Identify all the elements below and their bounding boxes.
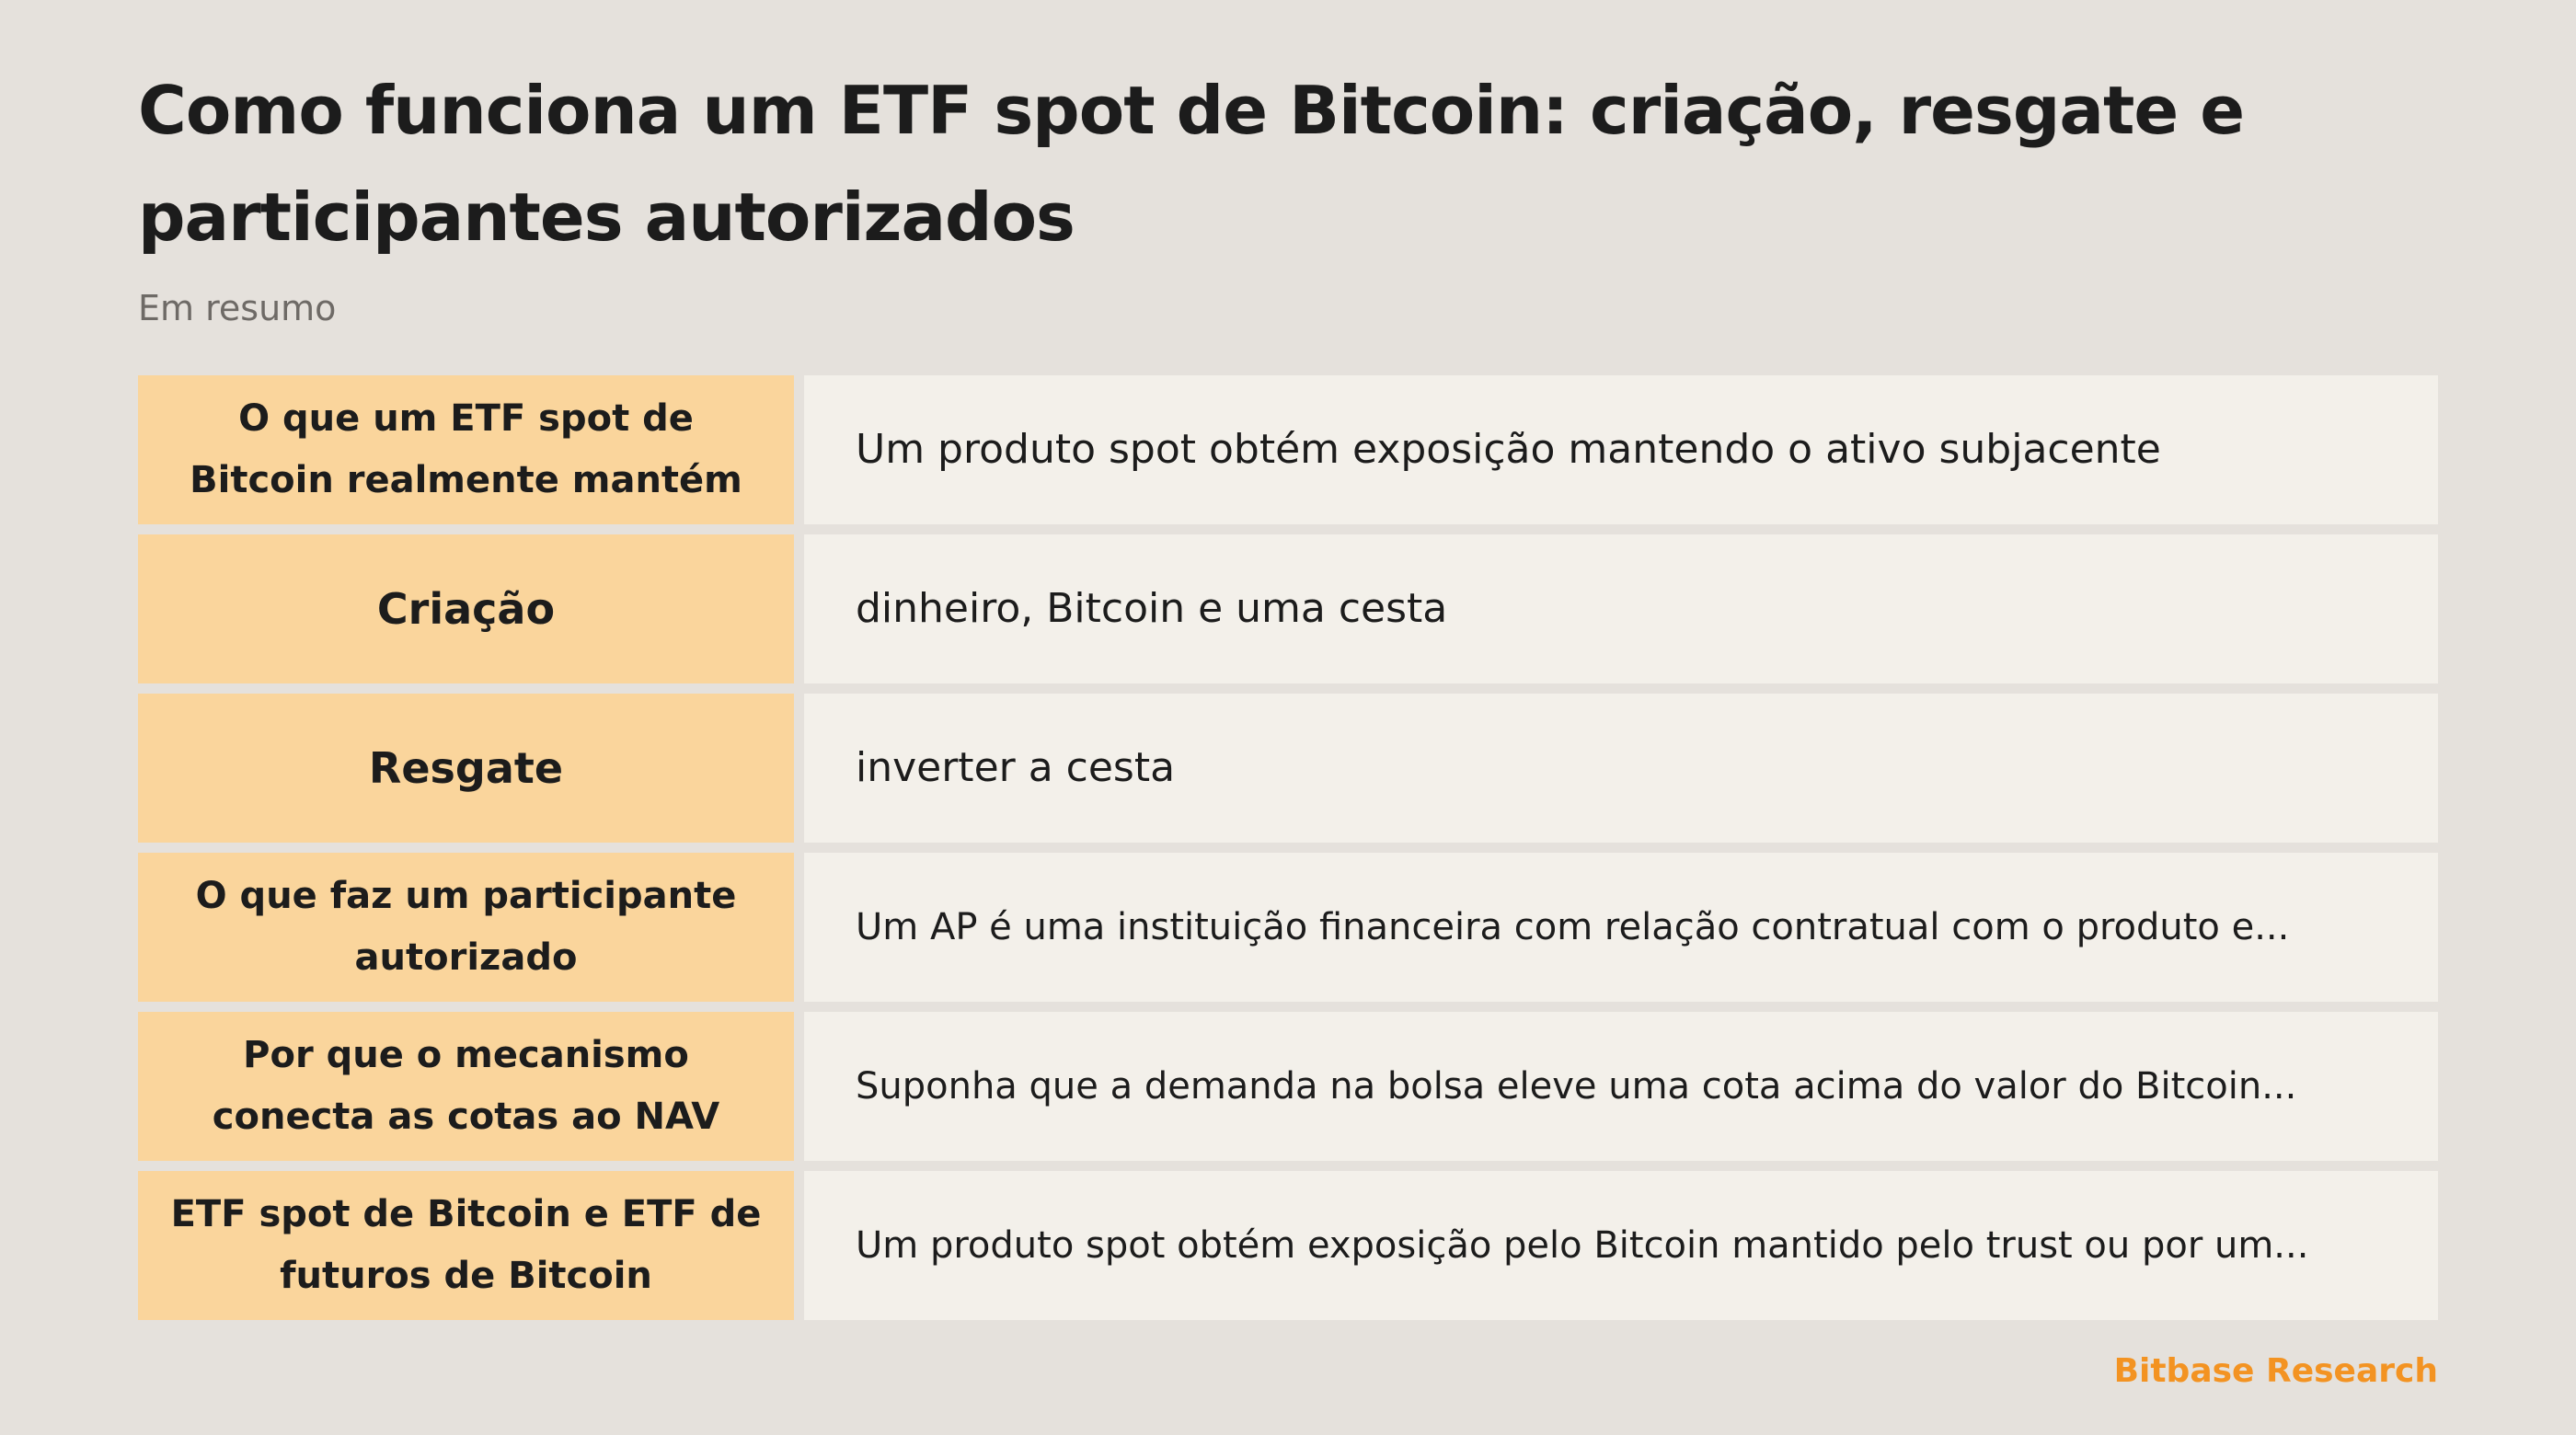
row-label-cell: O que um ETF spot de Bitcoin realmente m… [138, 375, 794, 524]
row-label-cell: O que faz um participante autorizado [138, 853, 794, 1002]
table-row: O que faz um participante autorizado Um … [138, 853, 2438, 1002]
summary-table: O que um ETF spot de Bitcoin realmente m… [138, 375, 2438, 1320]
row-value-cell: Suponha que a demanda na bolsa eleve uma… [804, 1012, 2438, 1161]
row-label: Por que o mecanismo conecta as cotas ao … [212, 1034, 720, 1138]
row-label: Criação [376, 583, 556, 634]
table-row: Por que o mecanismo conecta as cotas ao … [138, 1012, 2438, 1161]
brand-label: Bitbase Research [2113, 1352, 2438, 1390]
table-row: Criação dinheiro, Bitcoin e uma cesta [138, 534, 2438, 683]
page-title: Como funciona um ETF spot de Bitcoin: cr… [138, 72, 2245, 256]
row-label-cell: Resgate [138, 694, 794, 843]
row-value-cell: dinheiro, Bitcoin e uma cesta [804, 534, 2438, 683]
row-value-cell: Um produto spot obtém exposição pelo Bit… [804, 1171, 2438, 1320]
row-value-cell: inverter a cesta [804, 694, 2438, 843]
row-label-cell: ETF spot de Bitcoin e ETF de futuros de … [138, 1171, 794, 1320]
row-value: Um produto spot obtém exposição mantendo… [856, 426, 2161, 473]
row-label: O que faz um participante autorizado [195, 875, 737, 979]
table-row: ETF spot de Bitcoin e ETF de futuros de … [138, 1171, 2438, 1320]
row-value: dinheiro, Bitcoin e uma cesta [856, 585, 1448, 632]
table-row: O que um ETF spot de Bitcoin realmente m… [138, 375, 2438, 524]
row-label-cell: Por que o mecanismo conecta as cotas ao … [138, 1012, 794, 1161]
page-subtitle: Em resumo [138, 288, 337, 328]
table-row: Resgate inverter a cesta [138, 694, 2438, 843]
row-label: ETF spot de Bitcoin e ETF de futuros de … [170, 1193, 762, 1297]
row-value: Um AP é uma instituição financeira com r… [856, 906, 2290, 948]
row-value-cell: Um produto spot obtém exposição mantendo… [804, 375, 2438, 524]
row-label: O que um ETF spot de Bitcoin realmente m… [190, 397, 742, 501]
row-value: inverter a cesta [856, 744, 1176, 791]
row-value: Um produto spot obtém exposição pelo Bit… [856, 1224, 2309, 1267]
row-label: Resgate [368, 742, 564, 793]
row-value: Suponha que a demanda na bolsa eleve uma… [856, 1065, 2297, 1108]
row-value-cell: Um AP é uma instituição financeira com r… [804, 853, 2438, 1002]
row-label-cell: Criação [138, 534, 794, 683]
